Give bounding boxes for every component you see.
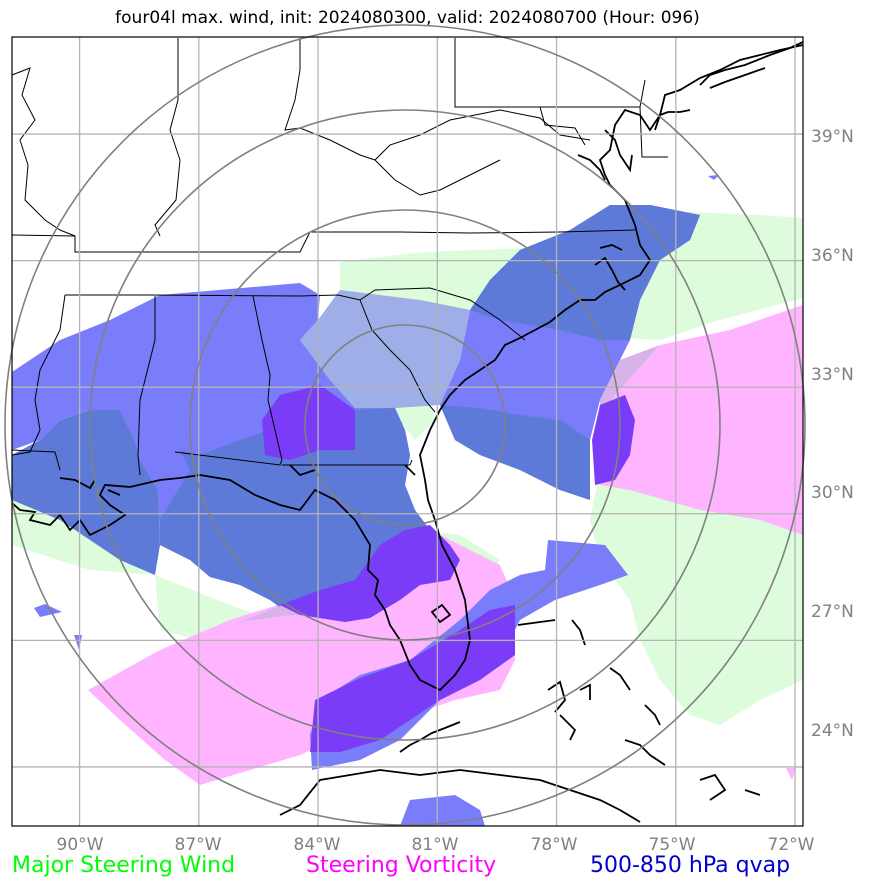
map-title: four04l max. wind, init: 2024080300, val… [115,8,700,28]
lat-tick-label: 27°N [811,602,854,622]
lon-tick-labels: 90°W 87°W 84°W 81°W 78°W 75°W 72°W [57,835,815,855]
lat-tick-label: 24°N [811,721,854,741]
steering-vorticity-field [88,305,803,785]
lon-tick-label: 72°W [768,835,815,855]
lon-tick-label: 90°W [57,835,104,855]
lat-tick-label: 33°N [811,365,854,385]
grid-lines [12,37,803,826]
legend-steering-wind: Major Steering Wind [12,853,236,878]
lat-tick-labels: 39°N 36°N 33°N 30°N 27°N 24°N [811,127,854,741]
range-rings [4,24,806,826]
lat-tick-label: 36°N [811,246,854,266]
lon-tick-label: 78°W [531,835,578,855]
lon-tick-label: 84°W [294,835,341,855]
legend-qvap: 500-850 hPa qvap [590,853,791,878]
map-frame [11,36,804,827]
lon-tick-label: 75°W [649,835,696,855]
state-borders [11,38,668,476]
lat-tick-label: 30°N [811,483,854,503]
lon-tick-label: 81°W [412,835,459,855]
lat-tick-label: 39°N [811,127,854,147]
coastlines [11,41,804,823]
legend-steering-vorticity: Steering Vorticity [306,853,497,878]
lon-tick-label: 87°W [175,835,222,855]
